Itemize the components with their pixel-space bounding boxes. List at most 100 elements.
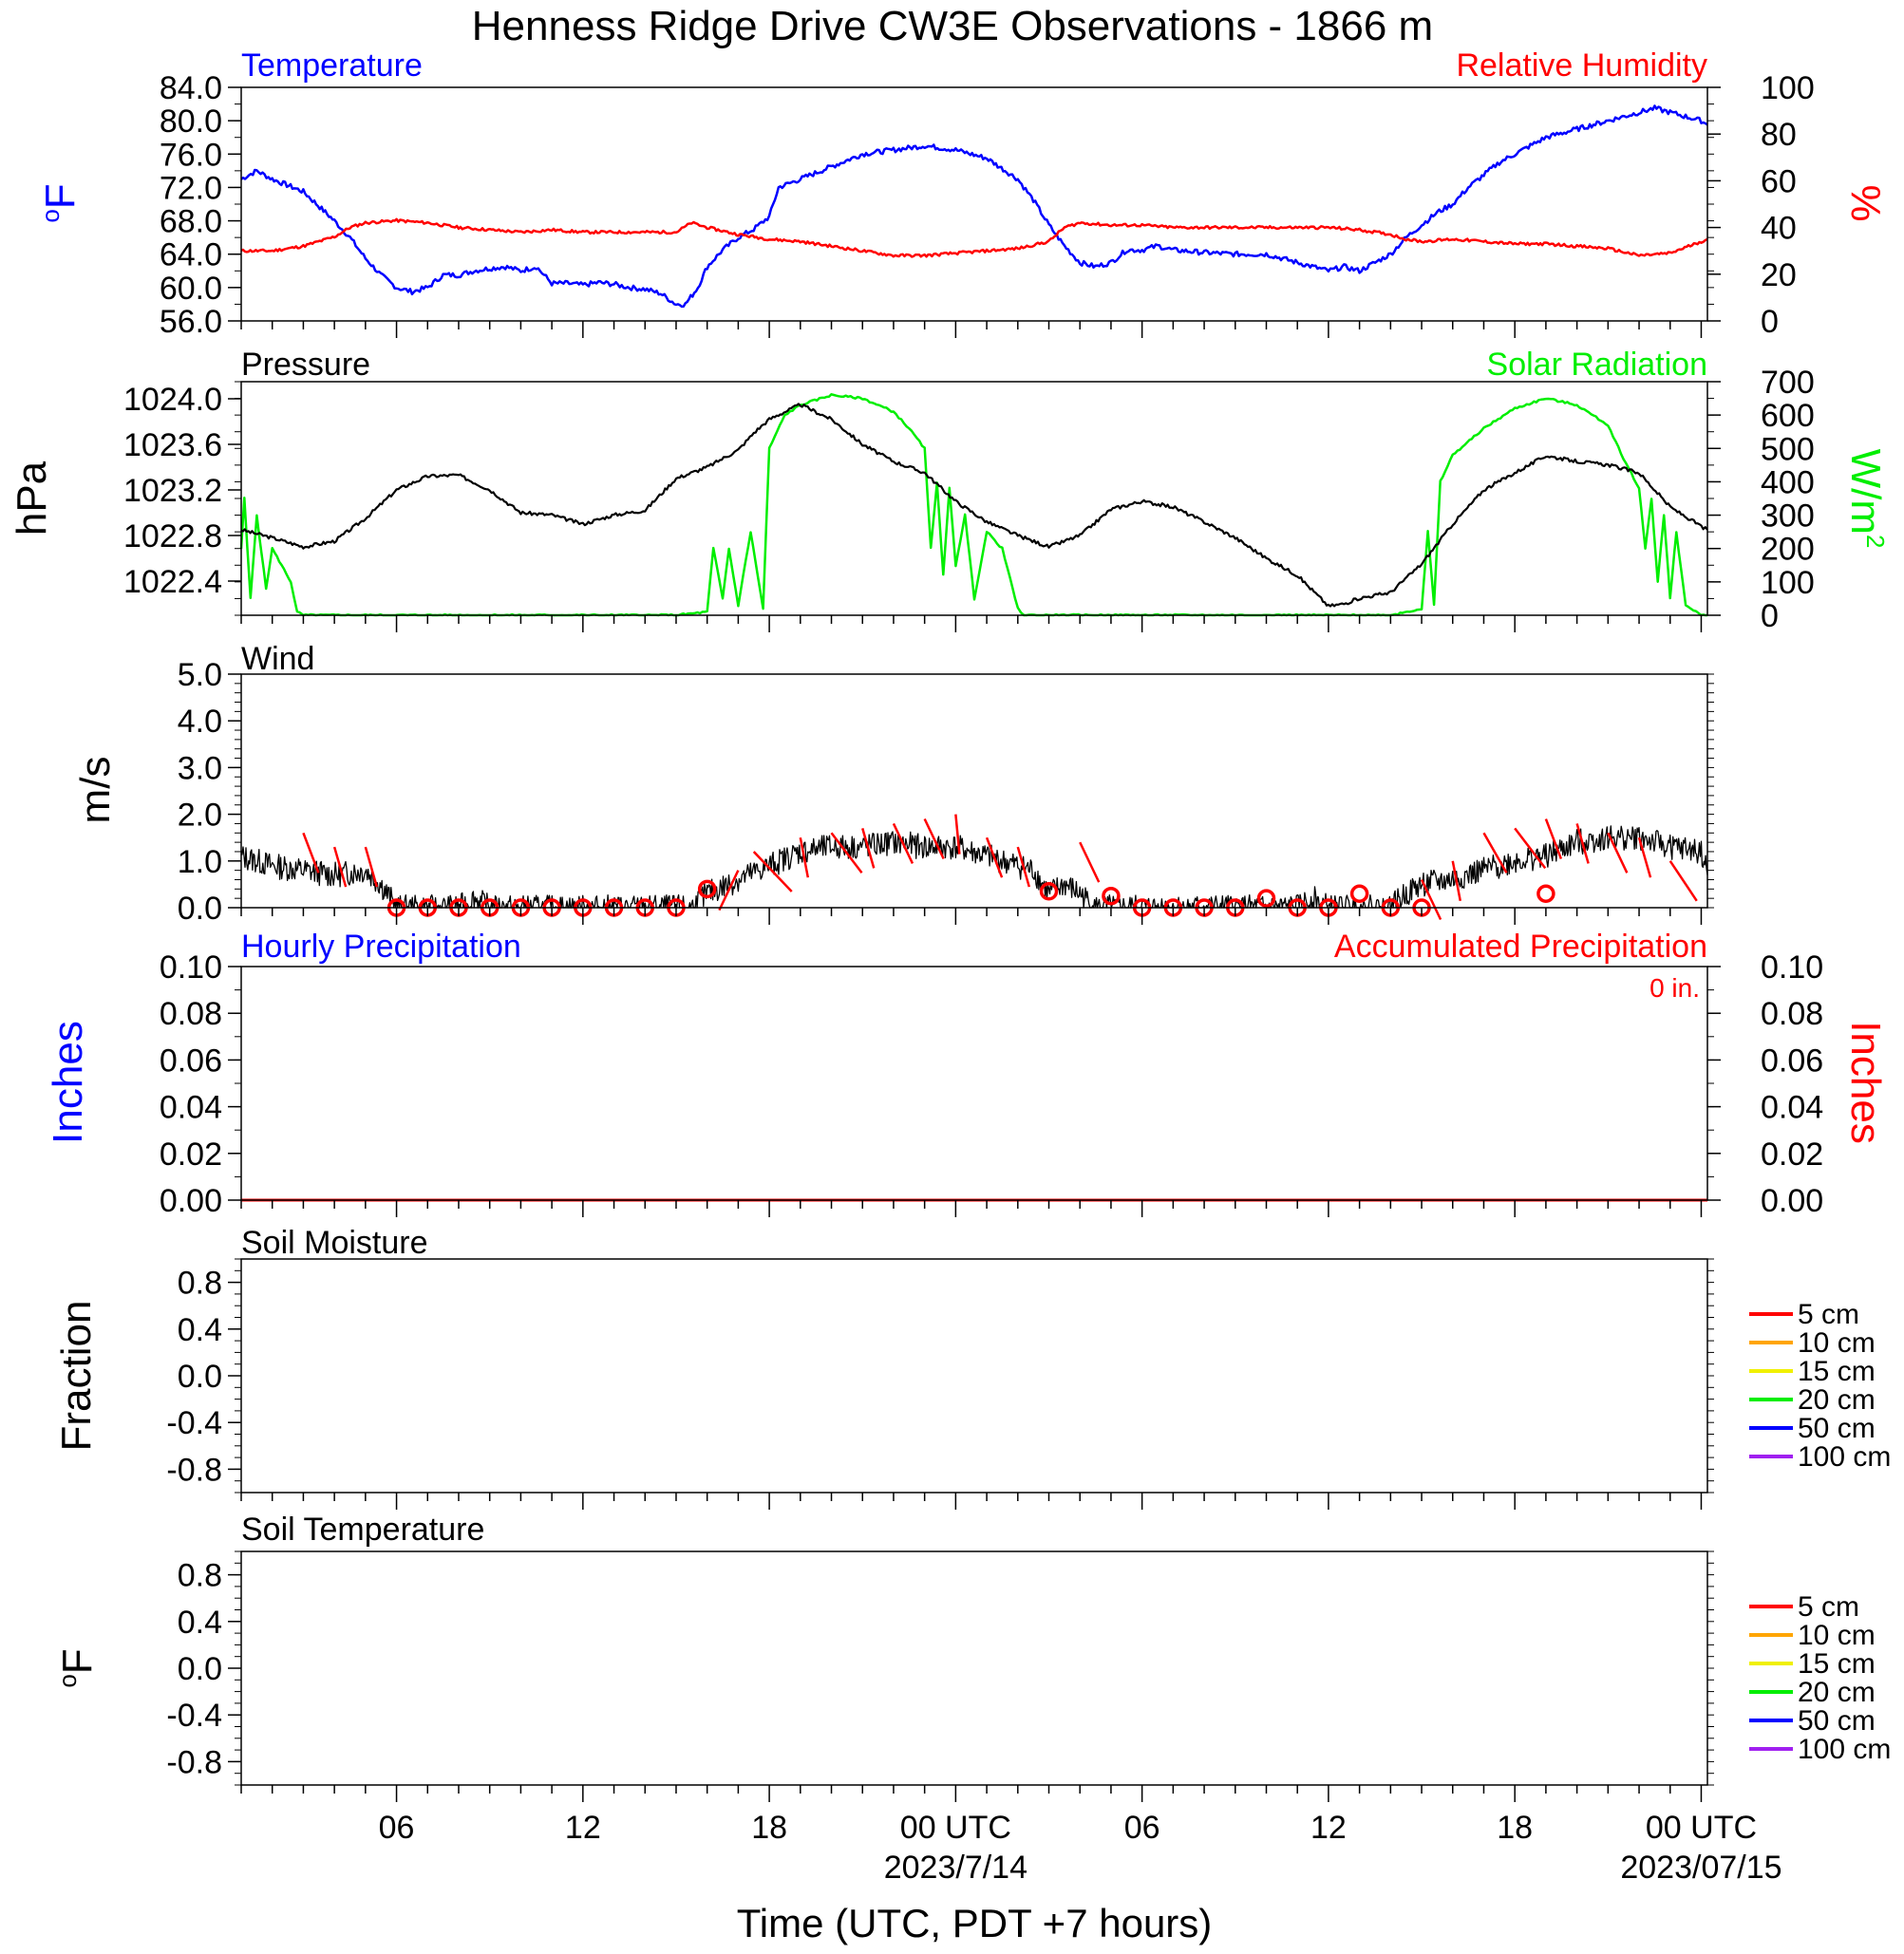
temperature-tick-label: 56.0 (160, 304, 222, 340)
panel6-left-title: Soil Temperature (241, 1512, 484, 1548)
wind-barb (1607, 832, 1629, 874)
panel1-right-title: Relative Humidity (1456, 47, 1707, 84)
panel6-left-unit-letter: F (54, 1648, 101, 1674)
panel2-left-title: Pressure (241, 347, 370, 383)
accum-precip-tick-label: 0.10 (1761, 949, 1823, 986)
panel3-frame (240, 673, 1708, 909)
soil-temperature-tick-label: 0.8 (178, 1558, 222, 1594)
x-date-label: 2023/07/15 (1620, 1850, 1781, 1886)
panel3-left-title: Wind (241, 641, 314, 677)
temperature-tick-label: 72.0 (160, 170, 222, 206)
wind-barb (1482, 832, 1508, 874)
x-tick-label: 18 (1497, 1810, 1533, 1846)
solar-tick-label: 400 (1761, 464, 1815, 500)
solar-tick-label: 700 (1761, 365, 1815, 401)
panel1-left-ticks: 84.080.076.072.068.064.060.056.0 (160, 70, 241, 340)
x-tick-label: 06 (1124, 1810, 1160, 1846)
calm-wind-circle (1349, 884, 1369, 903)
soil-moisture-legend-label: 100 cm (1798, 1441, 1891, 1473)
accum-precip-tick-label: 0.06 (1761, 1043, 1823, 1079)
accumulated-total-label: 0 in. (1650, 973, 1700, 1003)
soil-temperature-legend-label: 10 cm (1798, 1620, 1876, 1651)
wind-barb (1514, 827, 1547, 870)
wind-barb (752, 851, 793, 892)
humidity-tick-label: 40 (1761, 211, 1797, 247)
pressure-line (240, 403, 1708, 608)
pressure-tick-label: 1023.2 (123, 473, 222, 509)
pressure-tick-label: 1023.6 (123, 427, 222, 463)
hourly-precip-tick-label: 0.10 (160, 949, 222, 986)
wind-barbs (302, 814, 1698, 921)
wind-barb (1544, 818, 1563, 859)
panel-temperature-humidity: Temperature Relative Humidity oF % 84.08… (36, 47, 1889, 340)
humidity-tick-label: 100 (1761, 70, 1815, 106)
panel6-left-ticks: 0.8 0.4 0.0 -0.4 -0.8 (166, 1558, 241, 1780)
x-tick-label: 00 UTC (900, 1810, 1011, 1846)
x-tick-label: 06 (379, 1810, 415, 1846)
accum-precip-tick-label: 0.00 (1761, 1183, 1823, 1219)
soil-temperature-legend-label: 15 cm (1798, 1648, 1876, 1680)
panel1-left-unit-letter: F (37, 183, 84, 209)
panel4-left-unit: Inches (45, 1021, 91, 1144)
panel2-right-unit-base: W/m (1842, 449, 1889, 535)
panel-precipitation: Hourly Precipitation Accumulated Precipi… (45, 929, 1889, 1219)
temperature-tick-label: 84.0 (160, 70, 222, 106)
soil-moisture-legend-label: 5 cm (1798, 1299, 1859, 1330)
wind-barb (985, 836, 1004, 878)
x-tick-label: 12 (565, 1810, 601, 1846)
wind-barb (799, 836, 810, 878)
pressure-tick-label: 1022.4 (123, 564, 222, 600)
soil-moisture-tick-label: 0.4 (178, 1312, 222, 1348)
panel1-right-ticks: 100 80 60 40 20 0 (1707, 70, 1815, 340)
panel-wind: Wind m/s 5.0 4.0 3.0 2.0 1.0 0.0 (72, 641, 1708, 927)
panel5-left-ticks: 0.8 0.4 0.0 -0.4 -0.8 (166, 1266, 241, 1488)
soil-temperature-tick-label: -0.4 (166, 1698, 222, 1734)
x-tick-label: 18 (751, 1810, 787, 1846)
soil-moisture-legend-label: 15 cm (1798, 1356, 1876, 1387)
temperature-line (240, 104, 1708, 309)
hourly-precip-tick-label: 0.02 (160, 1137, 222, 1173)
wind-tick-label: 5.0 (178, 657, 222, 693)
relative-humidity-series (240, 217, 1708, 258)
soil-temperature-legend-label: 5 cm (1798, 1591, 1859, 1623)
wind-tick-label: 4.0 (178, 704, 222, 740)
hourly-precip-tick-label: 0.04 (160, 1090, 222, 1126)
wind-tick-label: 3.0 (178, 750, 222, 786)
temperature-series (240, 104, 1708, 309)
calm-wind-circle (697, 879, 717, 899)
panel5-left-title: Soil Moisture (241, 1225, 428, 1261)
solar-tick-label: 100 (1761, 565, 1815, 601)
x-tick-label: 00 UTC (1646, 1810, 1757, 1846)
soil-temperature-tick-label: 0.0 (178, 1651, 222, 1687)
solar-tick-label: 300 (1761, 498, 1815, 535)
wind-speed-series (240, 825, 1708, 909)
wind-barb (1016, 846, 1030, 888)
panel2-left-unit: hPa (9, 460, 55, 535)
soil-moisture-legend-label: 50 cm (1798, 1413, 1876, 1444)
panel5-left-unit: Fraction (53, 1301, 100, 1452)
x-axis-title: Time (UTC, PDT +7 hours) (737, 1901, 1213, 1945)
humidity-tick-label: 60 (1761, 163, 1797, 199)
panel4-left-ticks: 0.10 0.08 0.06 0.04 0.02 0.00 (160, 949, 241, 1219)
temperature-tick-label: 64.0 (160, 237, 222, 273)
solar-tick-label: 500 (1761, 431, 1815, 467)
wind-barb (332, 846, 348, 888)
humidity-tick-label: 0 (1761, 304, 1779, 340)
wind-tick-label: 1.0 (178, 844, 222, 880)
humidity-tick-label: 80 (1761, 117, 1797, 153)
panel1-left-title: Temperature (241, 47, 423, 84)
accum-precip-tick-label: 0.02 (1761, 1137, 1823, 1173)
soil-moisture-legend-label: 20 cm (1798, 1384, 1876, 1416)
panel4-right-ticks: 0.10 0.08 0.06 0.04 0.02 0.00 (1707, 949, 1823, 1219)
wind-barb (302, 832, 320, 874)
accum-precip-tick-label: 0.08 (1761, 996, 1823, 1032)
panel2-left-ticks: 1024.0 1023.6 1023.2 1022.8 1022.4 (123, 382, 241, 600)
x-tick-label: 12 (1310, 1810, 1347, 1846)
temperature-tick-label: 76.0 (160, 137, 222, 173)
temperature-tick-label: 80.0 (160, 103, 222, 140)
solar-tick-label: 0 (1761, 598, 1779, 634)
pressure-tick-label: 1022.8 (123, 518, 222, 554)
degree-symbol: o (36, 209, 65, 222)
